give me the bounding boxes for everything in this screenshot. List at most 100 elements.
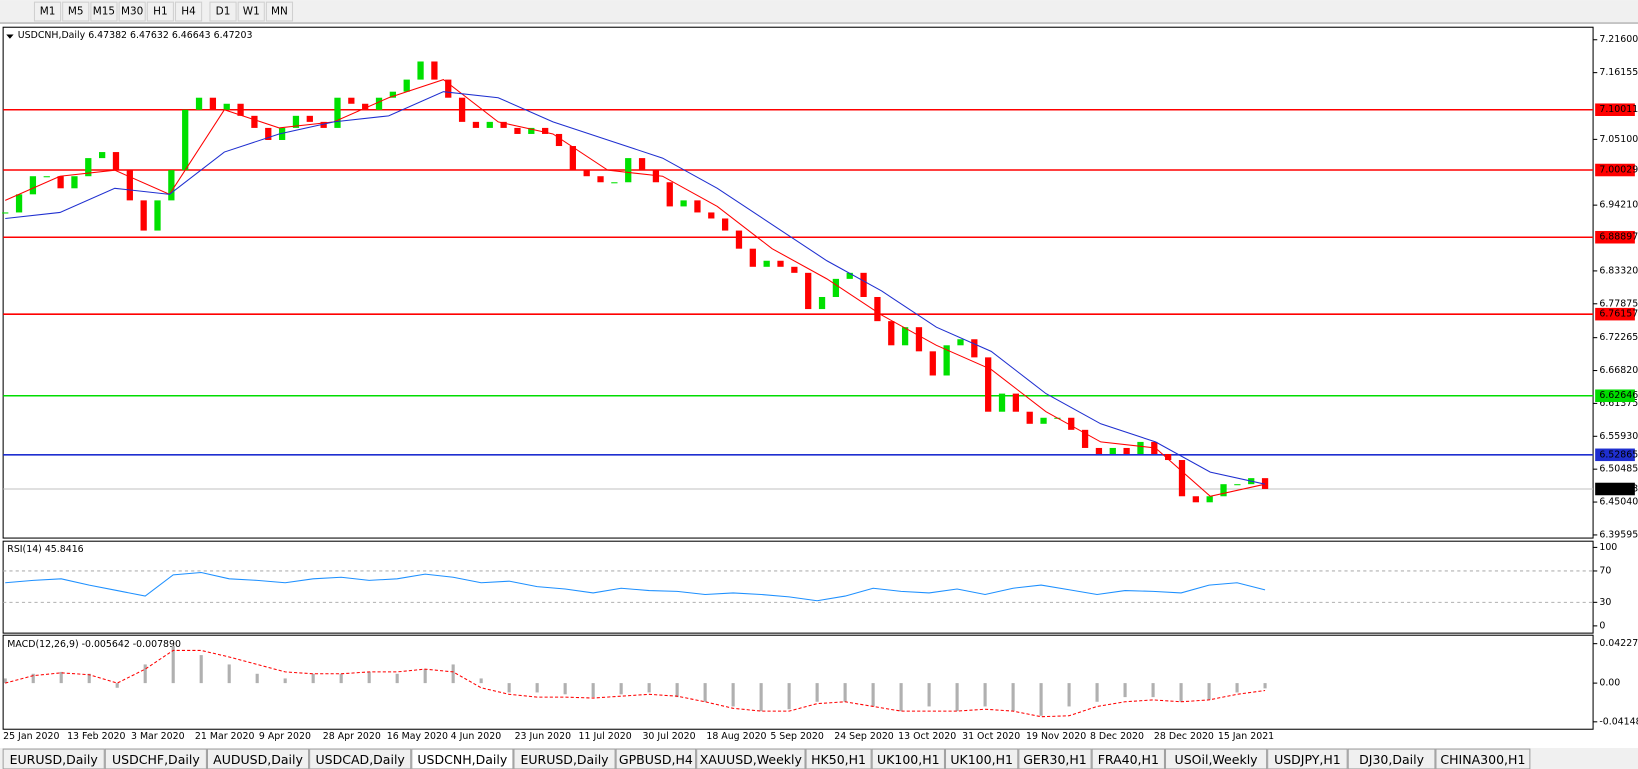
macd-bar	[843, 683, 847, 702]
tab-label[interactable]: USDCHF,Daily	[112, 752, 200, 767]
chart-tab[interactable]: CHINA300,H1	[1435, 748, 1531, 769]
moving-average	[5, 79, 1266, 497]
candle	[1012, 393, 1019, 412]
candle	[597, 176, 604, 183]
chart-tab[interactable]: AUDUSD,Daily	[206, 748, 310, 769]
price-label: 6.50485	[1599, 464, 1638, 475]
candle	[320, 121, 327, 128]
macd-bar	[787, 683, 791, 710]
candle	[71, 176, 78, 189]
price-label: 6.66820	[1599, 365, 1638, 376]
chart-tab[interactable]: USDCNH,Daily	[411, 748, 514, 769]
price-label: 7.05100	[1599, 134, 1638, 145]
timeframe-label[interactable]: D1	[216, 6, 231, 18]
candle	[265, 127, 272, 140]
candle	[1026, 411, 1033, 424]
candle	[874, 296, 881, 322]
tab-label[interactable]: AUDUSD,Daily	[213, 752, 303, 767]
tab-label[interactable]: HK50,H1	[811, 752, 866, 767]
level-price-label: 7.00029	[1599, 165, 1638, 176]
timeframe-label[interactable]: M1	[40, 6, 56, 18]
candle	[29, 176, 37, 195]
candle	[389, 91, 396, 98]
rsi-axis-label: 70	[1599, 565, 1611, 576]
timeframe-label[interactable]: MN	[271, 6, 288, 18]
timeframe-label[interactable]: W1	[243, 6, 260, 18]
candle	[1165, 453, 1172, 461]
chart-tab[interactable]: EURUSD,Daily	[513, 748, 616, 769]
candle	[1123, 447, 1130, 454]
candle	[888, 321, 895, 346]
candle	[195, 97, 203, 110]
tab-label[interactable]: EURUSD,Daily	[520, 752, 609, 767]
timeframe-label[interactable]: M30	[121, 6, 143, 18]
tab-label[interactable]: XAUUSD,Weekly	[700, 752, 803, 767]
candle	[486, 121, 493, 128]
timeframe-button[interactable]	[33, 1, 62, 22]
tab-label[interactable]: USDCAD,Daily	[316, 752, 406, 767]
candle	[458, 97, 466, 122]
macd-bar	[1011, 683, 1015, 712]
timeframe-button[interactable]	[237, 1, 265, 22]
chart-tab[interactable]: UK100,H1	[871, 748, 945, 769]
tab-label[interactable]: USOil,Weekly	[1175, 752, 1259, 767]
timeframe-label[interactable]: M15	[93, 6, 115, 18]
timeframe-label[interactable]: M5	[68, 6, 84, 18]
level-price-box	[1595, 307, 1635, 321]
chart-tab[interactable]: USOil,Weekly	[1164, 748, 1268, 769]
timeframe-button[interactable]	[265, 1, 294, 22]
level-price-box	[1595, 163, 1635, 177]
chart-tab[interactable]: UK100,H1	[944, 748, 1019, 769]
tab-label[interactable]: USDCNH,Daily	[417, 752, 507, 767]
chart-tab[interactable]: USDJPY,H1	[1267, 748, 1348, 769]
tab-label[interactable]: USDJPY,H1	[1274, 752, 1341, 767]
chart-tab[interactable]: DJ30,Daily	[1347, 748, 1436, 769]
tab-label[interactable]: UK100,H1	[950, 752, 1013, 767]
candle	[1109, 447, 1116, 454]
candle	[860, 272, 867, 297]
chart-tab[interactable]: FRA40,H1	[1091, 748, 1165, 769]
chart-tab[interactable]: XAUUSD,Weekly	[696, 748, 806, 769]
x-tick-label: 21 Mar 2020	[195, 731, 255, 742]
timeframe-button[interactable]	[62, 1, 90, 22]
rsi-line	[5, 572, 1266, 602]
chart-tab[interactable]: HK50,H1	[805, 748, 872, 769]
macd-bar	[143, 664, 147, 684]
candle	[57, 176, 64, 189]
macd-axis-label: 0.04227	[1599, 638, 1638, 649]
tab-label[interactable]: GPBUSD,H4	[619, 752, 693, 767]
candle	[362, 103, 369, 110]
timeframe-button[interactable]	[118, 1, 146, 22]
candle	[583, 170, 590, 177]
candle	[528, 127, 535, 134]
macd-bar	[1179, 683, 1183, 702]
candle	[403, 79, 410, 92]
tab-label[interactable]: CHINA300,H1	[1440, 752, 1525, 767]
tab-label[interactable]: GER30,H1	[1023, 752, 1087, 767]
macd-bar	[507, 683, 511, 693]
chart-tab[interactable]: USDCAD,Daily	[309, 748, 412, 769]
timeframe-label[interactable]: H1	[153, 6, 168, 18]
macd-signal	[5, 649, 1266, 718]
tab-label[interactable]: EURUSD,Daily	[10, 752, 99, 767]
timeframe-button[interactable]	[146, 1, 174, 22]
candle	[818, 296, 826, 310]
chart-tab[interactable]: USDCHF,Daily	[104, 748, 207, 769]
timeframe-button[interactable]	[90, 1, 118, 22]
macd-bar	[1039, 683, 1043, 716]
timeframe-button[interactable]	[174, 1, 203, 22]
macd-bar	[619, 683, 623, 695]
macd-bar	[451, 664, 455, 684]
tab-label[interactable]: UK100,H1	[877, 752, 940, 767]
timeframe-button[interactable]	[209, 1, 237, 22]
chart-tab[interactable]: GER30,H1	[1018, 748, 1092, 769]
candle	[1178, 460, 1186, 497]
macd-bar	[283, 678, 287, 684]
candle	[832, 278, 840, 297]
tab-label[interactable]: FRA40,H1	[1098, 752, 1159, 767]
x-tick-label: 13 Oct 2020	[898, 731, 956, 742]
chart-tab[interactable]: EURUSD,Daily	[2, 748, 105, 769]
timeframe-label[interactable]: H4	[181, 6, 196, 18]
tab-label[interactable]: DJ30,Daily	[1359, 752, 1424, 767]
chart-tab[interactable]: GPBUSD,H4	[615, 748, 697, 769]
